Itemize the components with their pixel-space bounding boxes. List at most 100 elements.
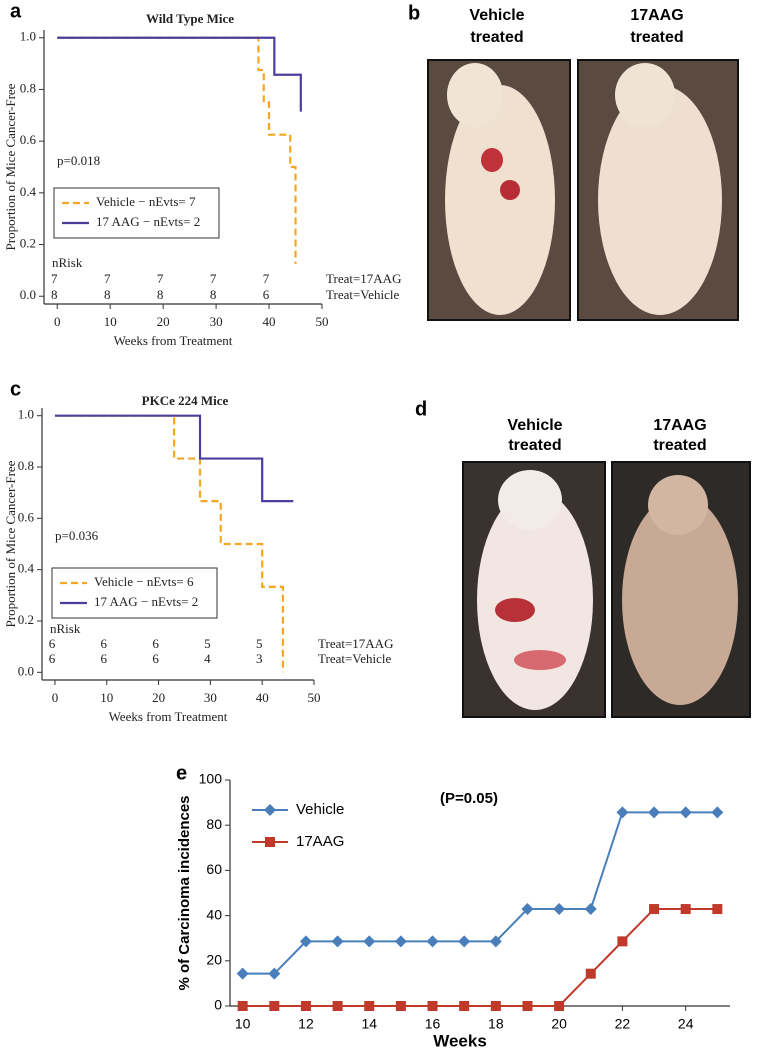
marker [427, 1001, 438, 1011]
marker [364, 1001, 375, 1011]
marker [394, 935, 407, 948]
marker [459, 1001, 470, 1011]
panel-letter: a [10, 0, 22, 22]
photo-label: treated [470, 29, 523, 46]
x-tick-label: 20 [551, 1016, 567, 1032]
marker [268, 967, 281, 980]
risk-count: 6 [152, 651, 159, 666]
km-curve [54, 414, 294, 503]
marker [426, 935, 439, 948]
marker [236, 967, 249, 980]
risk-count: 6 [101, 636, 108, 651]
legend-label: 17 AAG − nEvts= 2 [96, 214, 200, 229]
legend-label: Vehicle − nEvts= 6 [94, 574, 194, 589]
x-tick-label: 0 [52, 690, 59, 705]
legend-label: 17 AAG − nEvts= 2 [94, 594, 198, 609]
panel-letter: c [10, 378, 21, 400]
x-tick-label: 40 [263, 314, 276, 329]
risk-count: 7 [157, 271, 164, 286]
marker [332, 1001, 343, 1011]
y-tick-label: 0.2 [20, 236, 36, 251]
y-tick-label: 0.4 [18, 561, 35, 576]
marker [712, 904, 723, 915]
x-tick-label: 22 [615, 1016, 631, 1032]
y-tick-label: 1.0 [18, 407, 34, 422]
risk-table-label: nRisk [52, 255, 83, 270]
photo-label: treated [508, 437, 561, 454]
risk-count: 8 [51, 287, 58, 302]
legend-label: 17AAG [296, 833, 344, 850]
risk-count: 5 [256, 636, 263, 651]
y-axis-label: Proportion of Mice Cancer-Free [3, 83, 18, 250]
y-tick-label: 0.4 [20, 184, 37, 199]
marker [490, 1001, 501, 1011]
risk-count: 8 [157, 287, 164, 302]
x-tick-label: 18 [488, 1016, 504, 1032]
legend-label: Vehicle [296, 801, 344, 818]
y-tick-label: 40 [206, 906, 222, 922]
risk-count: 6 [263, 287, 270, 302]
panel-letter: e [176, 762, 187, 784]
legend-label: Vehicle − nEvts= 7 [96, 194, 196, 209]
y-tick-label: 0.0 [18, 663, 34, 678]
x-tick-label: 14 [361, 1016, 377, 1032]
y-tick-label: 0 [214, 997, 222, 1013]
x-tick-label: 24 [678, 1016, 694, 1032]
marker [269, 1001, 280, 1011]
x-tick-label: 50 [308, 690, 321, 705]
photo [611, 461, 751, 718]
marker [300, 1001, 311, 1011]
risk-row-label: Treat=17AAG [318, 636, 393, 651]
risk-table-label: nRisk [50, 621, 81, 636]
photo-label: Vehicle [469, 7, 524, 24]
risk-row-label: Treat=Vehicle [326, 287, 400, 302]
risk-count: 5 [204, 636, 211, 651]
y-tick-label: 0.6 [18, 509, 35, 524]
marker [363, 935, 376, 948]
x-tick-label: 20 [157, 314, 170, 329]
panel-letter: b [408, 2, 420, 24]
photo-label: treated [653, 437, 706, 454]
x-axis-label: Weeks from Treatment [109, 709, 228, 724]
x-tick-label: 12 [298, 1016, 314, 1032]
marker [554, 1001, 565, 1011]
y-tick-label: 0.0 [20, 287, 36, 302]
risk-count: 7 [104, 271, 111, 286]
photo-label: 17AAG [653, 417, 706, 434]
marker [489, 935, 502, 948]
x-tick-label: 10 [100, 690, 113, 705]
marker [584, 903, 597, 916]
annotation: (P=0.05) [440, 790, 498, 807]
marker [522, 1001, 533, 1011]
x-axis-label: Weeks from Treatment [114, 333, 233, 348]
y-tick-label: 0.8 [18, 458, 34, 473]
risk-count: 6 [152, 636, 159, 651]
marker [395, 1001, 406, 1011]
marker [299, 935, 312, 948]
risk-row-label: Treat=Vehicle [318, 651, 392, 666]
x-tick-label: 10 [104, 314, 117, 329]
km-curve [57, 36, 302, 112]
risk-count: 6 [49, 636, 56, 651]
y-tick-label: 0.6 [20, 132, 37, 147]
line [242, 908, 718, 1007]
chart-title: PKCe 224 Mice [142, 393, 229, 408]
y-tick-label: 0.8 [20, 80, 36, 95]
line [242, 811, 718, 975]
legend-box [51, 567, 218, 619]
annotation: p=0.036 [55, 528, 99, 543]
risk-count: 7 [51, 271, 58, 286]
x-axis-label: Weeks [433, 1031, 487, 1050]
marker [616, 806, 629, 819]
y-tick-label: 100 [199, 771, 223, 787]
y-axis-label: % of Carcinoma incidences [176, 795, 193, 990]
y-tick-label: 1.0 [20, 29, 36, 44]
y-tick-label: 60 [206, 861, 222, 877]
marker [617, 936, 628, 947]
km-curve [54, 414, 285, 673]
photo-label: Vehicle [507, 417, 562, 434]
y-tick-label: 20 [206, 952, 222, 968]
x-tick-label: 30 [204, 690, 217, 705]
x-tick-label: 20 [152, 690, 165, 705]
x-tick-label: 10 [235, 1016, 251, 1032]
